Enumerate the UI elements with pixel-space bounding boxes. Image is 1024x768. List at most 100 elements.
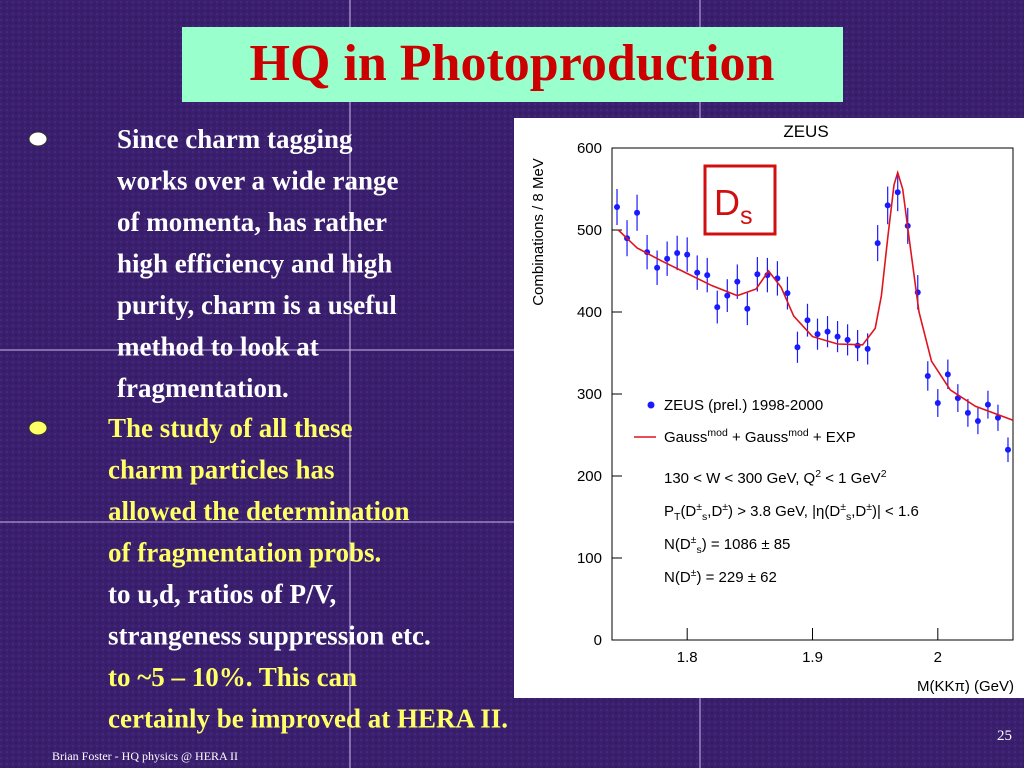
text-part: mod	[707, 427, 728, 439]
text-part: s	[846, 511, 851, 523]
y-axis-label: Combinations / 8 MeV	[530, 158, 547, 306]
bullet-line: The study of all these	[108, 413, 353, 443]
data-point	[674, 249, 681, 256]
fit-curve	[617, 169, 1014, 421]
data-point	[634, 209, 641, 216]
text-part: 130 < W < 300 GeV, Q	[664, 470, 815, 487]
legend-label: ZEUS (prel.) 1998-2000	[664, 397, 823, 414]
chart: ZEUS M(KKπ) (GeV) Combinations / 8 MeV 0 100…	[530, 122, 1014, 695]
bullet-line: to u,d, ratios of P/V,	[108, 579, 336, 609]
text-part: 2	[881, 468, 887, 480]
text-part: 2	[815, 468, 821, 480]
annotation: 130 < W < 300 GeV, Q2 < 1 GeV2	[664, 468, 887, 487]
bullet-line: of momenta, has rather	[117, 207, 387, 237]
text-part: mod	[788, 427, 809, 439]
bullet-list: Since charm tagging works over a wide ran…	[28, 124, 508, 734]
data-point	[1004, 446, 1011, 453]
text-part: ±	[696, 501, 702, 513]
data-point	[704, 272, 711, 279]
data-point	[804, 317, 811, 324]
annotation: N(D±s) = 1086 ± 85	[664, 534, 790, 556]
text-part: D	[714, 182, 740, 223]
slide-title: HQ in Photoproduction	[250, 35, 775, 92]
text-part: P	[664, 503, 674, 520]
y-tick-label: 100	[577, 550, 602, 567]
data-point	[854, 342, 861, 349]
text-part: < 1 GeV	[821, 470, 881, 487]
text-part: )| < 1.6	[872, 503, 919, 520]
text-part: T	[674, 511, 681, 523]
x-tick-label: 1.9	[802, 649, 823, 666]
data-point	[874, 240, 881, 247]
data-point	[714, 304, 721, 311]
bullet-line: certainly be improved at HERA II.	[108, 704, 508, 734]
bullet-line: Since charm tagging	[117, 124, 353, 154]
data-point	[784, 290, 791, 297]
data-point	[814, 331, 821, 338]
y-tick-label: 600	[577, 140, 602, 157]
bullet-line: allowed the determination	[108, 496, 409, 526]
annotation: N(D±) = 229 ± 62	[664, 567, 777, 586]
text-part: s	[702, 511, 707, 523]
data-point	[864, 345, 871, 352]
text-part: ±	[840, 501, 846, 513]
peak-label-box	[703, 164, 777, 236]
data-point	[844, 336, 851, 343]
data-point	[944, 371, 951, 378]
bullet-line: to ~5 – 10%. This can	[108, 662, 357, 692]
data-point	[974, 418, 981, 425]
data-point	[724, 292, 731, 299]
data-point	[684, 251, 691, 258]
bullet-marker	[28, 420, 48, 436]
data-point	[964, 409, 971, 416]
text-part: ,D	[707, 503, 722, 520]
bullet-line: of fragmentation probs.	[108, 538, 381, 568]
x-tick-label: 2	[934, 649, 942, 666]
data-point	[894, 189, 901, 196]
bullet-line: works over a wide range	[117, 166, 398, 196]
data-point	[744, 305, 751, 312]
data-point	[924, 372, 931, 379]
text-part: (D	[680, 503, 696, 520]
data-point	[614, 204, 621, 211]
text-part: N(D	[664, 569, 691, 586]
page-number: 25	[997, 728, 1012, 744]
x-tick-label: 1.8	[677, 649, 698, 666]
text-part: s	[740, 202, 753, 230]
data-point	[654, 264, 661, 271]
text-part: ) = 229 ± 62	[696, 569, 776, 586]
data-point	[754, 271, 761, 278]
text-part: ±	[866, 501, 872, 513]
text-part: ,D	[851, 503, 866, 520]
data-point	[694, 269, 701, 276]
text-part: ±	[691, 567, 697, 579]
bullet-line: high efficiency and high	[117, 249, 392, 279]
peak-label: Ds	[714, 182, 753, 230]
title-box	[182, 27, 843, 102]
bullet-marker	[28, 131, 48, 147]
y-tick-label: 300	[577, 386, 602, 403]
data-point	[834, 333, 841, 340]
text-part: + Gauss	[728, 429, 788, 446]
bullet-line: charm particles has	[108, 455, 334, 485]
bullet-line: method to look at	[117, 332, 319, 362]
footer: Brian Foster - HQ physics @ HERA II	[52, 749, 238, 763]
data-point	[734, 278, 741, 285]
data-point	[984, 401, 991, 408]
bullet-line: fragmentation.	[117, 373, 289, 403]
x-axis-label: M(KKπ) (GeV)	[917, 678, 1014, 695]
y-tick-label: 200	[577, 468, 602, 485]
data-point	[794, 344, 801, 351]
y-tick-label: 400	[577, 304, 602, 321]
text-part: + EXP	[809, 429, 856, 446]
text-part: s	[696, 544, 701, 556]
text-part: N(D	[664, 536, 691, 553]
legend-marker	[647, 401, 655, 409]
text-part: Gauss	[664, 429, 707, 446]
annotation: PT(D±s,D±) > 3.8 GeV, |η(D±s,D±)| < 1.6	[664, 501, 919, 523]
bullet-line: purity, charm is a useful	[117, 290, 397, 320]
data-point	[934, 400, 941, 407]
text-part: ) = 1086 ± 85	[702, 536, 791, 553]
legend-label: Gaussmod + Gaussmod + EXP	[664, 427, 856, 446]
